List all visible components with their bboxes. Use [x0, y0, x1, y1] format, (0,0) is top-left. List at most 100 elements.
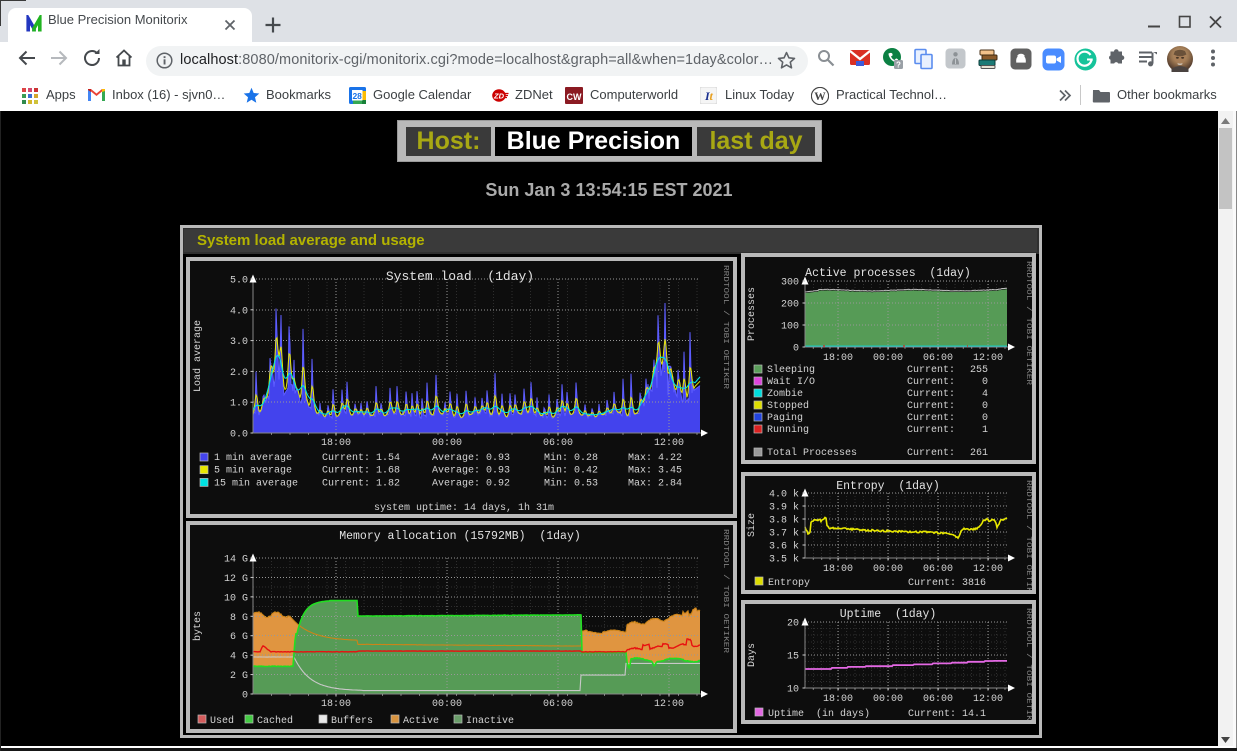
svg-text:Current:: Current:: [907, 425, 955, 436]
svg-text:Current: 3816: Current: 3816: [908, 578, 986, 589]
svg-text:ZD: ZD: [493, 92, 505, 101]
svg-text:3.6 k: 3.6 k: [769, 541, 799, 553]
svg-text:RRDTOOL / TOBI OETIKER: RRDTOOL / TOBI OETIKER: [1024, 261, 1032, 386]
svg-text:18:00: 18:00: [321, 438, 351, 449]
svg-text:Current:: Current:: [907, 448, 955, 459]
svg-text:Used: Used: [210, 715, 234, 727]
svg-text:Current:: Current:: [907, 365, 955, 376]
svg-text:System load (1day): System load (1day): [386, 269, 534, 284]
svg-text:12 G: 12 G: [224, 574, 248, 585]
svg-text:I: I: [704, 89, 711, 103]
svg-text:200: 200: [781, 300, 799, 311]
svg-text:00:00: 00:00: [432, 438, 462, 449]
svg-text:Zombie: Zombie: [767, 388, 803, 400]
svg-text:4 G: 4 G: [230, 652, 248, 663]
svg-text:Active processes (1day): Active processes (1day): [805, 267, 971, 280]
svg-text:RRDTOOL / TOBI OETIKER: RRDTOOL / TOBI OETIKER: [1024, 608, 1032, 720]
svg-text:Total Processes: Total Processes: [767, 447, 857, 459]
svg-text:t: t: [710, 89, 714, 103]
svg-text:20: 20: [787, 619, 799, 630]
svg-text:6 G: 6 G: [230, 632, 248, 643]
svg-text:00:00: 00:00: [873, 353, 903, 364]
svg-text:06:00: 06:00: [543, 438, 573, 449]
svg-text:12:00: 12:00: [973, 353, 1003, 364]
svg-text:RRDTOOL / TOBI OETIKER: RRDTOOL / TOBI OETIKER: [721, 529, 729, 654]
svg-text:Current:: Current:: [907, 413, 955, 424]
svg-text:Current:: Current:: [907, 389, 955, 400]
svg-text:Sleeping: Sleeping: [767, 364, 815, 376]
svg-text:Average: 0.92: Average: 0.92: [432, 478, 510, 489]
svg-text:4: 4: [982, 389, 988, 400]
svg-text:Min: 0.28: Min: 0.28: [544, 452, 598, 464]
svg-text:Average: 0.93: Average: 0.93: [432, 453, 510, 464]
svg-text:W: W: [814, 91, 826, 103]
svg-text:Uptime (in days): Uptime (in days): [768, 708, 870, 720]
svg-text:18:00: 18:00: [321, 699, 351, 710]
svg-text:10 G: 10 G: [224, 593, 248, 604]
svg-text:100: 100: [781, 322, 799, 333]
svg-text:Current: 1.54: Current: 1.54: [322, 453, 400, 464]
svg-text:Current: 1.68: Current: 1.68: [322, 466, 400, 477]
svg-text:06:00: 06:00: [923, 564, 953, 575]
svg-text:RRDTOOL / TOBI OETIKER: RRDTOOL / TOBI OETIKER: [721, 265, 729, 390]
svg-text:0: 0: [793, 344, 799, 355]
svg-text:3.8 k: 3.8 k: [769, 515, 799, 527]
svg-text:Max: 2.84: Max: 2.84: [628, 478, 682, 489]
svg-text:4.0: 4.0: [230, 306, 248, 317]
svg-text:Memory allocation (15792MB) (: Memory allocation (15792MB) (1day): [339, 530, 581, 543]
svg-text:Size: Size: [746, 513, 758, 537]
svg-text:00:00: 00:00: [432, 699, 462, 710]
svg-text:06:00: 06:00: [543, 699, 573, 710]
svg-text:Days: Days: [747, 643, 758, 667]
svg-text:12:00: 12:00: [654, 699, 684, 710]
svg-text:28: 28: [352, 91, 362, 101]
svg-text:2.0: 2.0: [230, 368, 248, 379]
svg-text:Entropy (1day): Entropy (1day): [836, 480, 940, 493]
svg-text:4.0 k: 4.0 k: [769, 489, 799, 501]
svg-text:Stopped: Stopped: [767, 400, 809, 412]
svg-text:Max: 4.22: Max: 4.22: [628, 453, 682, 464]
svg-text:5 min average: 5 min average: [214, 465, 292, 477]
svg-text:2 G: 2 G: [230, 671, 248, 682]
svg-text:18:00: 18:00: [823, 694, 853, 705]
svg-text:18:00: 18:00: [823, 564, 853, 575]
svg-text:15: 15: [787, 652, 799, 663]
svg-text:3.9 k: 3.9 k: [769, 502, 799, 514]
svg-text:261: 261: [970, 448, 988, 459]
svg-text:8 G: 8 G: [230, 613, 248, 624]
svg-text:5.0: 5.0: [230, 276, 248, 287]
svg-text:Min: 0.42: Min: 0.42: [544, 465, 598, 477]
svg-text:Current: 14.1: Current: 14.1: [908, 709, 986, 720]
svg-text:Entropy: Entropy: [768, 578, 810, 589]
svg-text:Processes: Processes: [747, 287, 758, 341]
svg-text:Average: 0.93: Average: 0.93: [432, 466, 510, 477]
svg-text:3.5 k: 3.5 k: [769, 554, 799, 566]
svg-text:Cached: Cached: [257, 715, 293, 727]
svg-text:15 min average: 15 min average: [214, 477, 298, 489]
svg-text:Paging: Paging: [767, 412, 803, 424]
svg-text:Max: 3.45: Max: 3.45: [628, 466, 682, 477]
svg-text:Inactive: Inactive: [466, 715, 514, 727]
svg-text:0: 0: [242, 691, 248, 702]
svg-text:10: 10: [787, 685, 799, 696]
svg-text:bytes: bytes: [192, 611, 204, 641]
svg-text:Active: Active: [403, 715, 439, 727]
svg-text:0: 0: [982, 377, 988, 388]
svg-text:06:00: 06:00: [923, 353, 953, 364]
svg-text:system uptime: 14 days, 1h 31m: system uptime: 14 days, 1h 31m: [374, 502, 554, 514]
svg-text:Current:: Current:: [907, 401, 955, 412]
svg-text:Wait I/O: Wait I/O: [767, 376, 815, 388]
svg-text:RRDTOOL / TOBI OETIKER: RRDTOOL / TOBI OETIKER: [1024, 480, 1032, 590]
svg-text:18:00: 18:00: [823, 353, 853, 364]
svg-text:06:00: 06:00: [923, 694, 953, 705]
svg-text:Running: Running: [767, 424, 809, 436]
svg-text:12:00: 12:00: [973, 564, 1003, 575]
svg-text:255: 255: [970, 365, 988, 376]
svg-text:12:00: 12:00: [654, 438, 684, 449]
svg-text:Current: 1.82: Current: 1.82: [322, 478, 400, 489]
svg-text:14 G: 14 G: [224, 555, 248, 566]
svg-text:?: ?: [896, 60, 901, 69]
svg-text:0.0: 0.0: [230, 430, 248, 441]
svg-text:Min: 0.53: Min: 0.53: [544, 477, 598, 489]
svg-text:Uptime (1day): Uptime (1day): [840, 608, 937, 621]
